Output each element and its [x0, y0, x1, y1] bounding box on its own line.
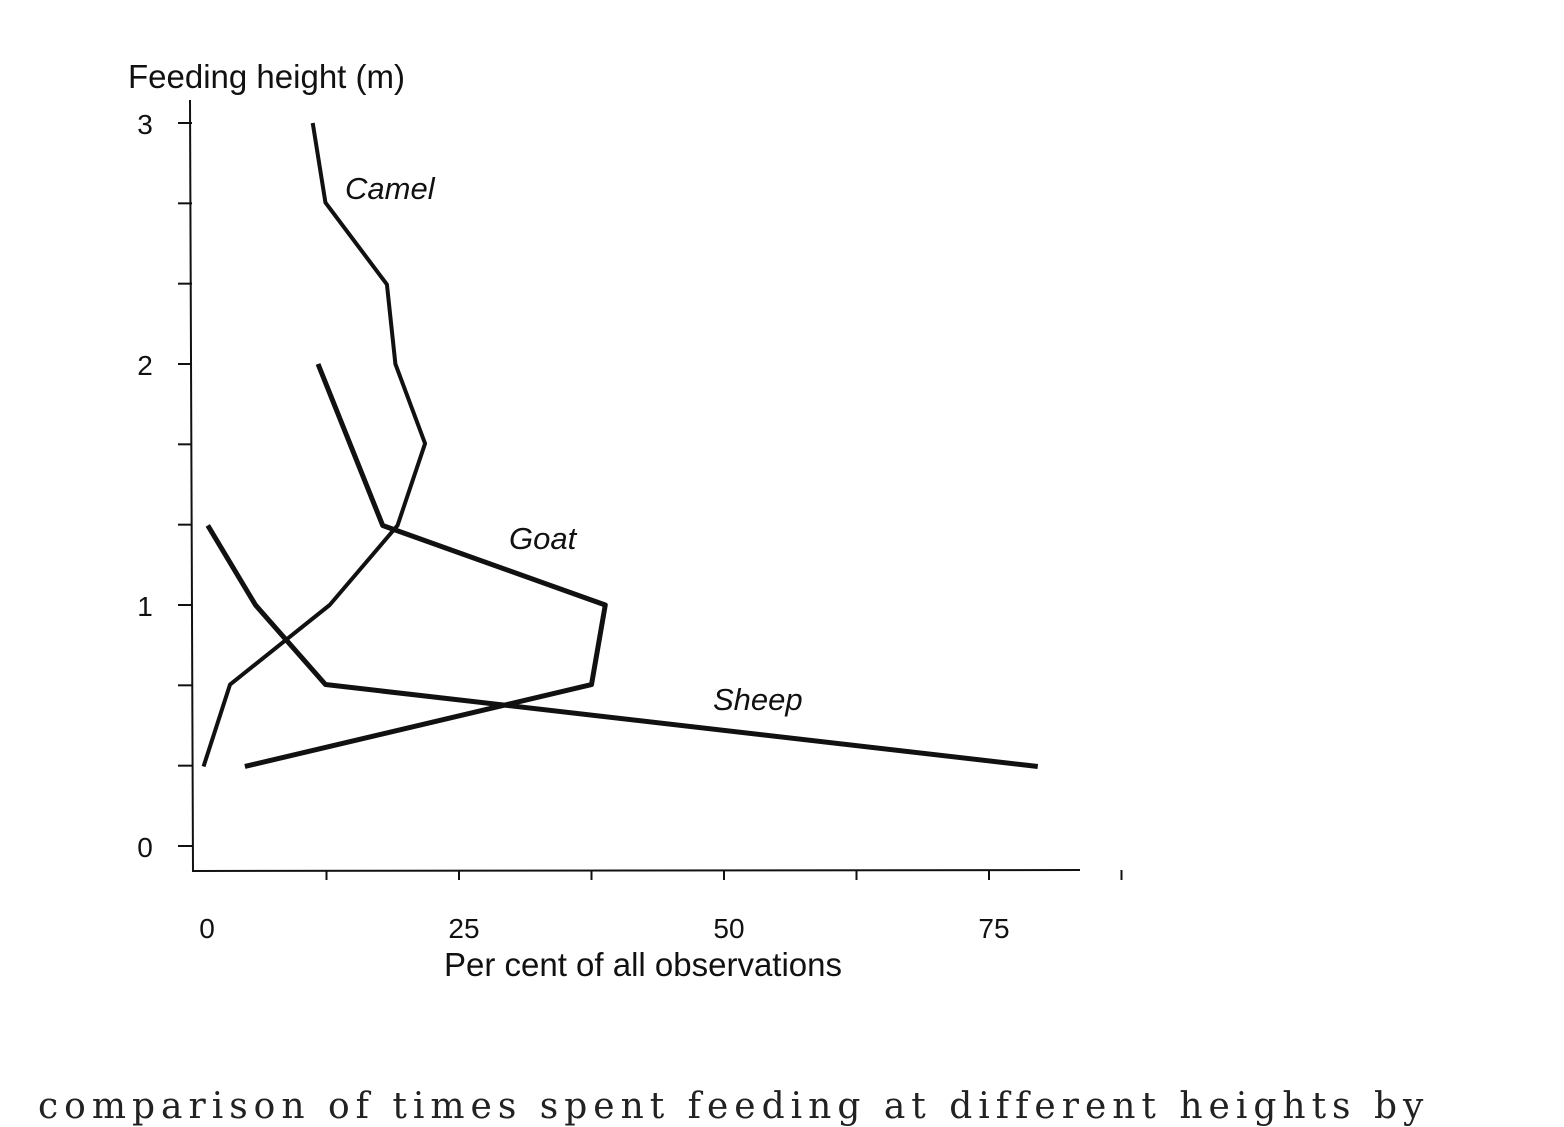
series-label-goat: Goat	[509, 521, 578, 556]
series-line-goat	[245, 364, 605, 766]
y-tick-label: 2	[137, 350, 153, 381]
series-label-camel: Camel	[345, 171, 436, 206]
x-tick-label: 50	[713, 913, 744, 944]
series-line-sheep	[208, 525, 1038, 766]
series-label-sheep: Sheep	[713, 682, 803, 717]
x-tick-label: 25	[448, 913, 479, 944]
y-tick-label: 0	[137, 832, 153, 863]
x-axis-label: Per cent of all observations	[444, 946, 842, 983]
chart: Feeding height (m) Per cent of all obser…	[0, 0, 1564, 1104]
y-tick-label: 3	[137, 109, 153, 140]
x-tick-label: 0	[199, 913, 215, 944]
y-tick-label: 1	[137, 591, 153, 622]
y-axis	[190, 100, 193, 872]
y-axis-label: Feeding height (m)	[128, 58, 405, 95]
x-tick-label: 75	[978, 913, 1009, 944]
caption: comparison of times spent feeding at dif…	[0, 1086, 1564, 1127]
